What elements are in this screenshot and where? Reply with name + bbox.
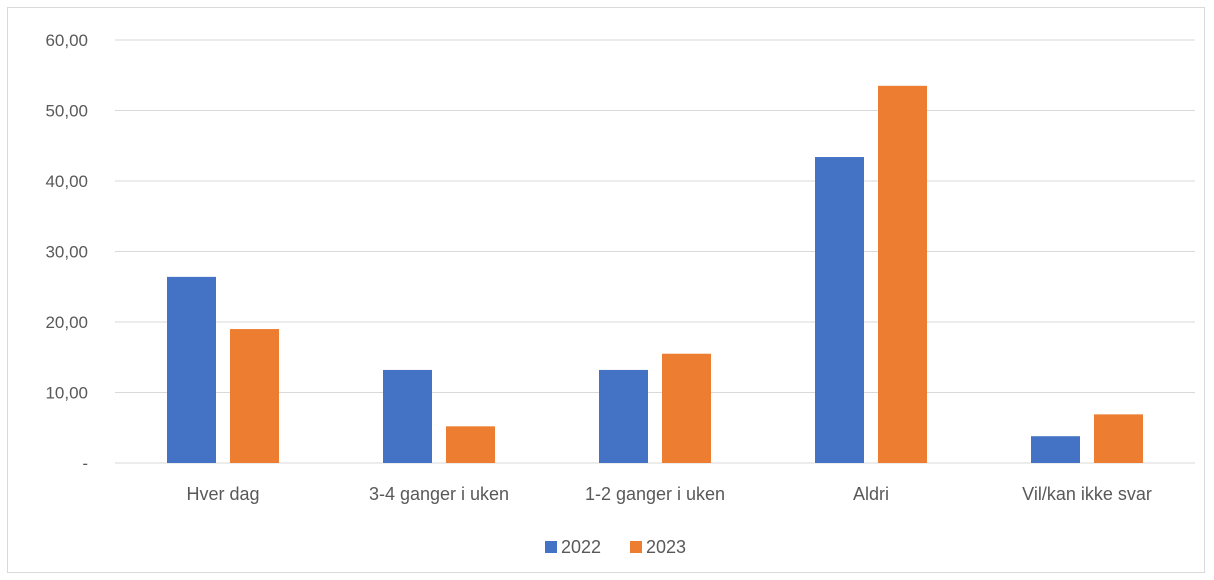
bar-2022-2 xyxy=(599,369,648,463)
y-tick-label: 10,00 xyxy=(45,384,88,403)
bar-2023-0 xyxy=(230,329,279,463)
x-category-label: Hver dag xyxy=(186,484,259,504)
legend-swatch-2023 xyxy=(630,541,642,553)
y-axis-tick-labels: - 10,00 20,00 30,00 40,00 50,00 60,00 xyxy=(45,31,88,473)
x-category-label: 1-2 ganger i uken xyxy=(585,484,725,504)
bar-2023-1 xyxy=(446,426,495,463)
bar-2023-4 xyxy=(1094,414,1143,463)
legend-label: 2022 xyxy=(561,537,601,557)
y-tick-label: - xyxy=(82,454,88,473)
y-tick-label: 50,00 xyxy=(45,102,88,121)
gridlines xyxy=(115,39,1195,464)
x-axis-category-labels: Hver dag 3-4 ganger i uken 1-2 ganger i uk… xyxy=(186,484,1151,504)
bar-2022-3 xyxy=(815,157,864,463)
bar-2022-0 xyxy=(167,276,216,463)
y-tick-label: 20,00 xyxy=(45,313,88,332)
x-category-label: 3-4 ganger i uken xyxy=(369,484,509,504)
bar-2023-3 xyxy=(878,85,927,463)
bar-2022-4 xyxy=(1031,436,1080,463)
x-category-label: Vil/kan ikke svar xyxy=(1022,484,1152,504)
legend-label: 2023 xyxy=(646,537,686,557)
bars xyxy=(167,85,1143,463)
x-category-label: Aldri xyxy=(853,484,889,504)
y-tick-label: 40,00 xyxy=(45,172,88,191)
bar-2023-2 xyxy=(662,353,711,463)
bar-2022-1 xyxy=(383,369,432,463)
y-tick-label: 30,00 xyxy=(45,243,88,262)
legend: 2022 2023 xyxy=(545,537,686,557)
y-tick-label: 60,00 xyxy=(45,31,88,50)
legend-swatch-2022 xyxy=(545,541,557,553)
